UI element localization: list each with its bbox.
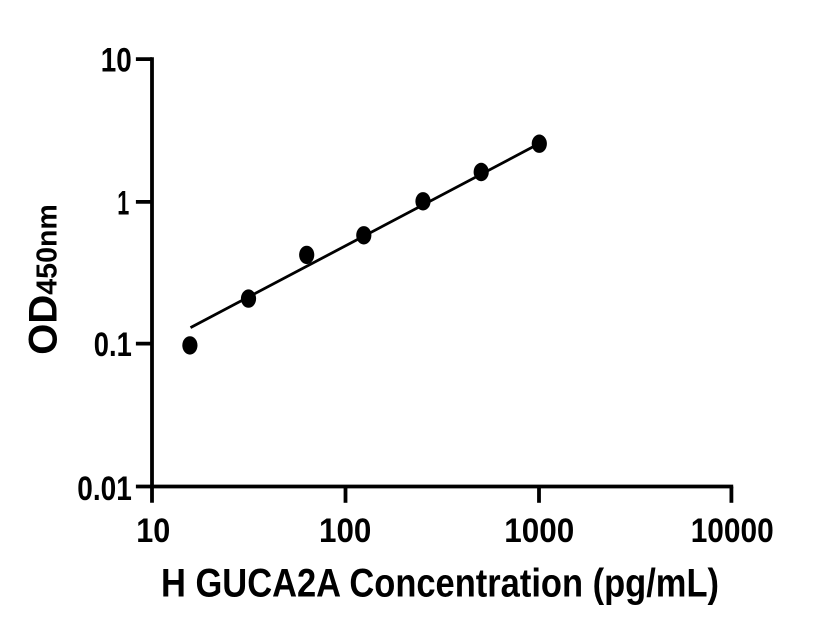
svg-text:10: 10 — [101, 42, 132, 80]
svg-text:1: 1 — [117, 184, 129, 222]
svg-text:H GUCA2A Concentration (pg/mL): H GUCA2A Concentration (pg/mL) — [161, 562, 719, 606]
svg-text:100: 100 — [319, 512, 371, 550]
svg-text:0.01: 0.01 — [77, 470, 132, 508]
svg-text:10: 10 — [136, 512, 170, 550]
svg-text:10000: 10000 — [691, 512, 774, 550]
svg-text:OD: OD — [22, 295, 66, 355]
svg-text:0.1: 0.1 — [94, 326, 132, 364]
svg-text:450nm: 450nm — [32, 204, 64, 295]
svg-text:1000: 1000 — [504, 512, 574, 550]
